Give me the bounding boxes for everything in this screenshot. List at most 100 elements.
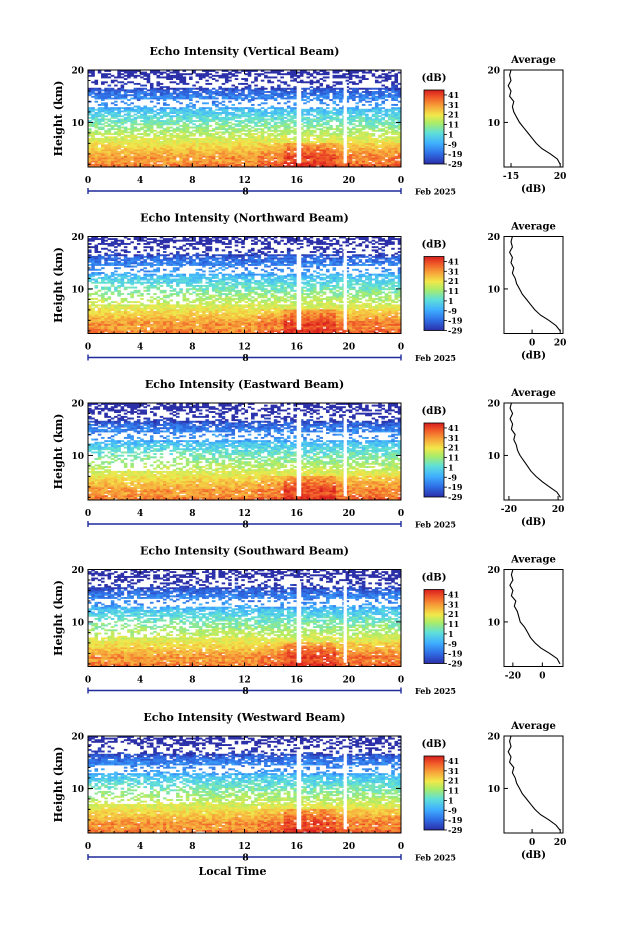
x-tick-label: 16 xyxy=(290,176,303,186)
y-tick-label: 20 xyxy=(71,566,84,576)
colorbar-tick-label: 11 xyxy=(448,120,459,130)
profile-line xyxy=(508,736,560,830)
profile-line xyxy=(510,403,560,497)
x-tick-label: 0 xyxy=(398,343,404,353)
colorbar-tick-label: 21 xyxy=(448,276,459,286)
panel-title: Echo Intensity (Westward Beam) xyxy=(143,711,345,724)
panel-title: Echo Intensity (Eastward Beam) xyxy=(145,378,344,391)
colorbar xyxy=(424,756,444,830)
profile-y-tick-label: 20 xyxy=(487,233,500,243)
x-tick-label: 8 xyxy=(189,509,195,519)
colorbar-tick-label: 31 xyxy=(448,100,459,110)
colorbar xyxy=(424,257,444,331)
colorbar-tick-label: -19 xyxy=(448,815,463,825)
x-tick-label: 12 xyxy=(238,842,251,852)
x-tick-label: 0 xyxy=(85,676,91,686)
date-marker: 8 xyxy=(242,687,248,697)
colorbar-tick-label: 11 xyxy=(448,786,459,796)
profile-frame xyxy=(504,570,563,667)
colorbar-tick-label: 1 xyxy=(448,462,454,472)
profile-x-tick-label: 20 xyxy=(554,838,567,848)
colorbar-tick-label: -9 xyxy=(448,805,457,815)
panel-title: Echo Intensity (Vertical Beam) xyxy=(149,45,339,58)
x-tick-label: 12 xyxy=(238,343,251,353)
colorbar-tick-label: 41 xyxy=(448,423,459,433)
x-tick-label: 0 xyxy=(85,842,91,852)
heatmap-cells xyxy=(88,570,401,667)
profile-y-tick-label: 20 xyxy=(487,733,500,743)
y-tick-label: 10 xyxy=(71,618,84,628)
x-tick-label: 4 xyxy=(137,842,143,852)
colorbar-tick-label: 31 xyxy=(448,433,459,443)
colorbar-tick-label: 1 xyxy=(448,795,454,805)
colorbar-tick-label: 31 xyxy=(448,766,459,776)
profile-frame xyxy=(504,403,563,500)
x-tick-label: 20 xyxy=(343,343,356,353)
x-tick-label: 8 xyxy=(189,176,195,186)
colorbar-tick-label: 31 xyxy=(448,599,459,609)
colorbar-label: (dB) xyxy=(422,406,447,417)
profile-y-tick-label: 20 xyxy=(487,400,500,410)
profile-x-tick-label: -20 xyxy=(505,672,521,682)
profile-x-tick-label: 0 xyxy=(529,838,535,848)
colorbar-label: (dB) xyxy=(422,573,447,584)
x-tick-label: 0 xyxy=(398,509,404,519)
heatmap-cells xyxy=(88,736,401,833)
heatmap-cells xyxy=(88,237,401,334)
x-tick-label: 12 xyxy=(238,509,251,519)
x-tick-label: 4 xyxy=(137,509,143,519)
x-tick-label: 4 xyxy=(137,676,143,686)
beam-panel-4: Echo Intensity (Westward Beam)0 4 8 12 16 20 0… xyxy=(52,711,566,878)
y-tick-label: 10 xyxy=(71,119,84,129)
panel-title: Echo Intensity (Northward Beam) xyxy=(140,212,349,225)
date-marker: 8 xyxy=(242,354,248,364)
x-tick-label: 0 xyxy=(85,509,91,519)
colorbar xyxy=(424,90,444,164)
x-tick-label: 20 xyxy=(343,676,356,686)
colorbar-tick-label: 21 xyxy=(448,609,459,619)
x-tick-label: 4 xyxy=(137,343,143,353)
colorbar-tick-label: 1 xyxy=(448,629,454,639)
beam-panel-0: Echo Intensity (Vertical Beam)0 4 8 12 16 20 0… xyxy=(52,45,566,198)
colorbar-tick-label: 21 xyxy=(448,776,459,786)
date-label: Feb 2025 xyxy=(415,520,456,530)
colorbar-tick-label: 21 xyxy=(448,110,459,120)
echo-intensity-figure: Echo Intensity (Vertical Beam)0 4 8 12 16 20 0… xyxy=(0,0,621,929)
colorbar-tick-label: 31 xyxy=(448,266,459,276)
y-axis-label: Height (km) xyxy=(52,81,65,157)
profile-x-label: (dB) xyxy=(521,351,546,362)
x-tick-label: 8 xyxy=(189,676,195,686)
date-label: Feb 2025 xyxy=(415,853,456,863)
profile-x-tick-label: -15 xyxy=(503,172,519,182)
profile-title: Average xyxy=(510,55,556,66)
y-tick-label: 20 xyxy=(71,233,84,243)
profile-x-label: (dB) xyxy=(521,517,546,528)
colorbar-tick-label: 41 xyxy=(448,90,459,100)
y-tick-label: 20 xyxy=(71,733,84,743)
date-marker: 8 xyxy=(242,188,248,198)
profile-x-label: (dB) xyxy=(521,184,546,195)
profile-line xyxy=(510,570,560,664)
profile-frame xyxy=(504,70,563,167)
colorbar-tick-label: -9 xyxy=(448,639,457,649)
x-tick-label: 0 xyxy=(85,343,91,353)
x-tick-label: 16 xyxy=(290,842,303,852)
colorbar-tick-label: 1 xyxy=(448,129,454,139)
profile-line xyxy=(510,237,561,331)
x-tick-label: 16 xyxy=(290,343,303,353)
profile-y-tick-label: 10 xyxy=(487,618,500,628)
beam-panel-2: Echo Intensity (Eastward Beam)0 4 8 12 16 20 0… xyxy=(52,378,564,531)
x-tick-label: 4 xyxy=(137,176,143,186)
colorbar-tick-label: -9 xyxy=(448,306,457,316)
x-tick-label: 0 xyxy=(85,176,91,186)
colorbar-tick-label: 21 xyxy=(448,443,459,453)
colorbar-tick-label: -19 xyxy=(448,316,463,326)
x-tick-label: 12 xyxy=(238,676,251,686)
profile-y-tick-label: 10 xyxy=(487,452,500,462)
colorbar-tick-label: -19 xyxy=(448,649,463,659)
heatmap-cells xyxy=(88,70,401,167)
y-axis-label: Height (km) xyxy=(52,414,65,490)
y-tick-label: 20 xyxy=(71,400,84,410)
colorbar-tick-label: 41 xyxy=(448,756,459,766)
profile-y-tick-label: 10 xyxy=(487,785,500,795)
